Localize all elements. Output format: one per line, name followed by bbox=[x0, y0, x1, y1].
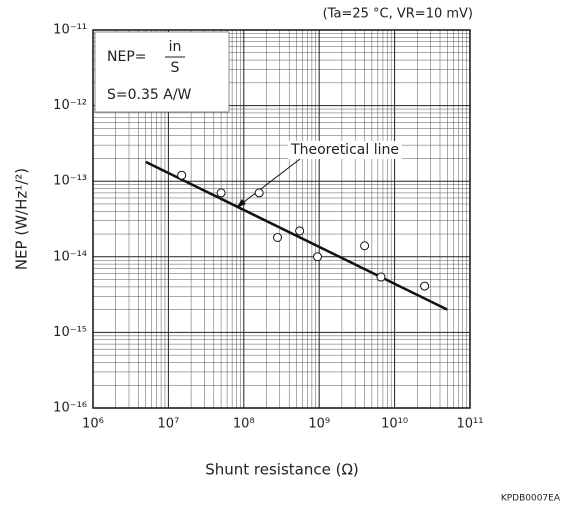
formula-denominator: S bbox=[171, 60, 180, 76]
theoretical-line bbox=[145, 160, 448, 311]
y-tick-label: 10⁻¹³ bbox=[53, 174, 87, 189]
data-point bbox=[313, 252, 323, 262]
plot-frame bbox=[92, 29, 471, 409]
x-tick-label: 10⁶ bbox=[82, 417, 104, 432]
line-label: Theoretical line bbox=[290, 142, 399, 158]
x-tick-label: 10⁹ bbox=[308, 417, 330, 432]
data-point bbox=[360, 241, 370, 251]
x-tick-label: 10⁸ bbox=[233, 417, 255, 432]
sensitivity: S=0.35 A/W bbox=[107, 87, 192, 103]
data-point bbox=[177, 170, 187, 180]
data-point bbox=[273, 233, 283, 243]
y-tick-label: 10⁻¹⁶ bbox=[53, 401, 87, 416]
y-axis-label: NEP (W/Hz¹/²) bbox=[13, 168, 31, 270]
formula-box bbox=[94, 31, 230, 113]
x-axis-label: Shunt resistance (Ω) bbox=[205, 461, 359, 479]
x-tick-label: 10¹⁰ bbox=[381, 417, 408, 432]
conditions: (Ta=25 °C, VR=10 mV) bbox=[323, 7, 473, 22]
y-tick-label: 10⁻¹² bbox=[53, 98, 87, 113]
data-point bbox=[420, 281, 430, 291]
figure-code: KPDB0007EA bbox=[501, 494, 561, 504]
annotation-arrow bbox=[239, 158, 301, 206]
data-point bbox=[295, 226, 305, 236]
line-label-bg bbox=[288, 141, 402, 159]
y-tick-label: 10⁻¹⁵ bbox=[53, 325, 87, 340]
data-point bbox=[254, 188, 264, 198]
formula-lhs: NEP= bbox=[107, 49, 147, 65]
x-tick-label: 10⁷ bbox=[158, 417, 180, 432]
data-point bbox=[216, 188, 226, 198]
formula-numerator: in bbox=[169, 39, 182, 55]
arrow-head bbox=[236, 199, 246, 208]
y-tick-label: 10⁻¹⁴ bbox=[53, 249, 87, 264]
y-tick-label: 10⁻¹¹ bbox=[53, 23, 87, 38]
data-point bbox=[376, 272, 386, 282]
x-tick-label: 10¹¹ bbox=[457, 417, 484, 432]
